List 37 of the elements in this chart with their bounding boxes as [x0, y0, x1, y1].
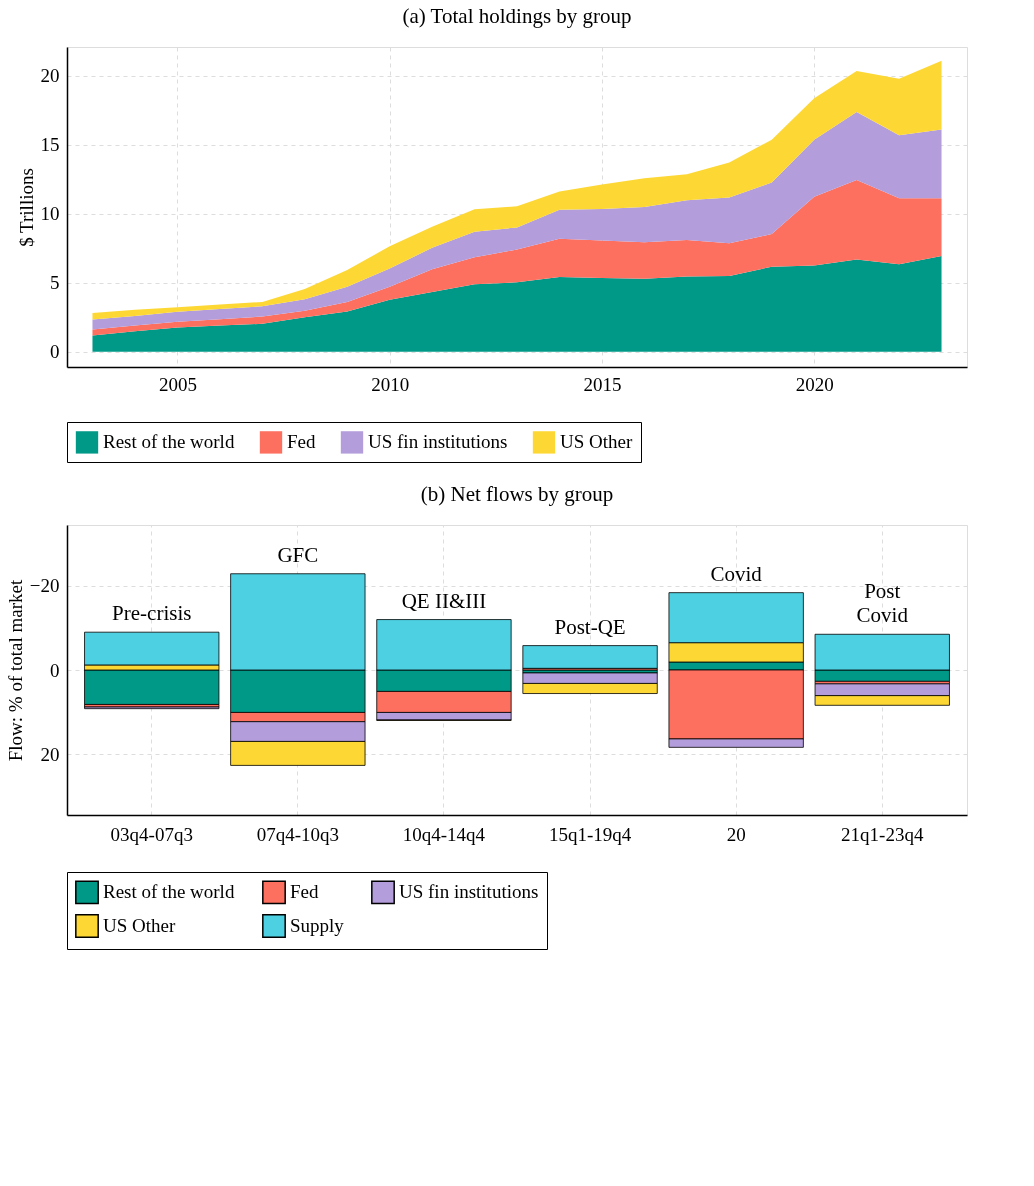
legend-label: Rest of the world [103, 431, 235, 453]
chart-title: (b) Net flows by group [420, 482, 614, 506]
x-tick-label: 2005 [158, 373, 197, 395]
y-axis-title: Flow: % of total market [4, 579, 26, 762]
legend-label: US Other [103, 915, 176, 936]
x-tick-label: 03q4-07q3 [110, 823, 193, 845]
y-tick-label: 0 [50, 341, 60, 363]
legend-label: US fin institutions [368, 431, 508, 453]
y-tick-label: −20 [29, 575, 60, 597]
annotation: Post Covid [856, 579, 909, 628]
x-tick-label: 20 [726, 823, 746, 845]
annotation: Post-QE [554, 614, 626, 639]
legend-label: US Other [560, 431, 633, 453]
x-tick-label: 2015 [583, 373, 622, 395]
legend-label: Rest of the world [103, 881, 235, 903]
x-tick-label: 10q4-14q4 [402, 823, 486, 845]
y-axis-title: $ Trillions [15, 168, 37, 247]
legend-label: Fed [290, 881, 319, 903]
annotation: Covid [710, 561, 763, 586]
x-tick-label: 07q4-10q3 [256, 823, 340, 845]
y-tick-label: 10 [40, 203, 60, 225]
annotation: Pre-crisis [112, 601, 192, 626]
y-tick-label: 0 [50, 659, 60, 681]
x-tick-label: 2020 [795, 373, 834, 395]
chart-title: (a) Total holdings by group [402, 4, 632, 28]
legend-label: US fin institutions [399, 881, 539, 903]
annotation: QE II&III [401, 588, 487, 613]
x-tick-label: 21q1-23q4 [841, 823, 924, 845]
legend-label: Supply [290, 915, 345, 936]
y-tick-label: 15 [40, 134, 60, 156]
y-tick-label: 20 [40, 743, 60, 765]
annotation: GFC [277, 542, 319, 567]
legend-label: Fed [287, 431, 316, 453]
y-tick-label: 5 [50, 272, 60, 294]
x-tick-label: 2010 [371, 373, 410, 395]
y-tick-label: 20 [40, 65, 60, 87]
x-tick-label: 15q1-19q4 [548, 823, 632, 845]
